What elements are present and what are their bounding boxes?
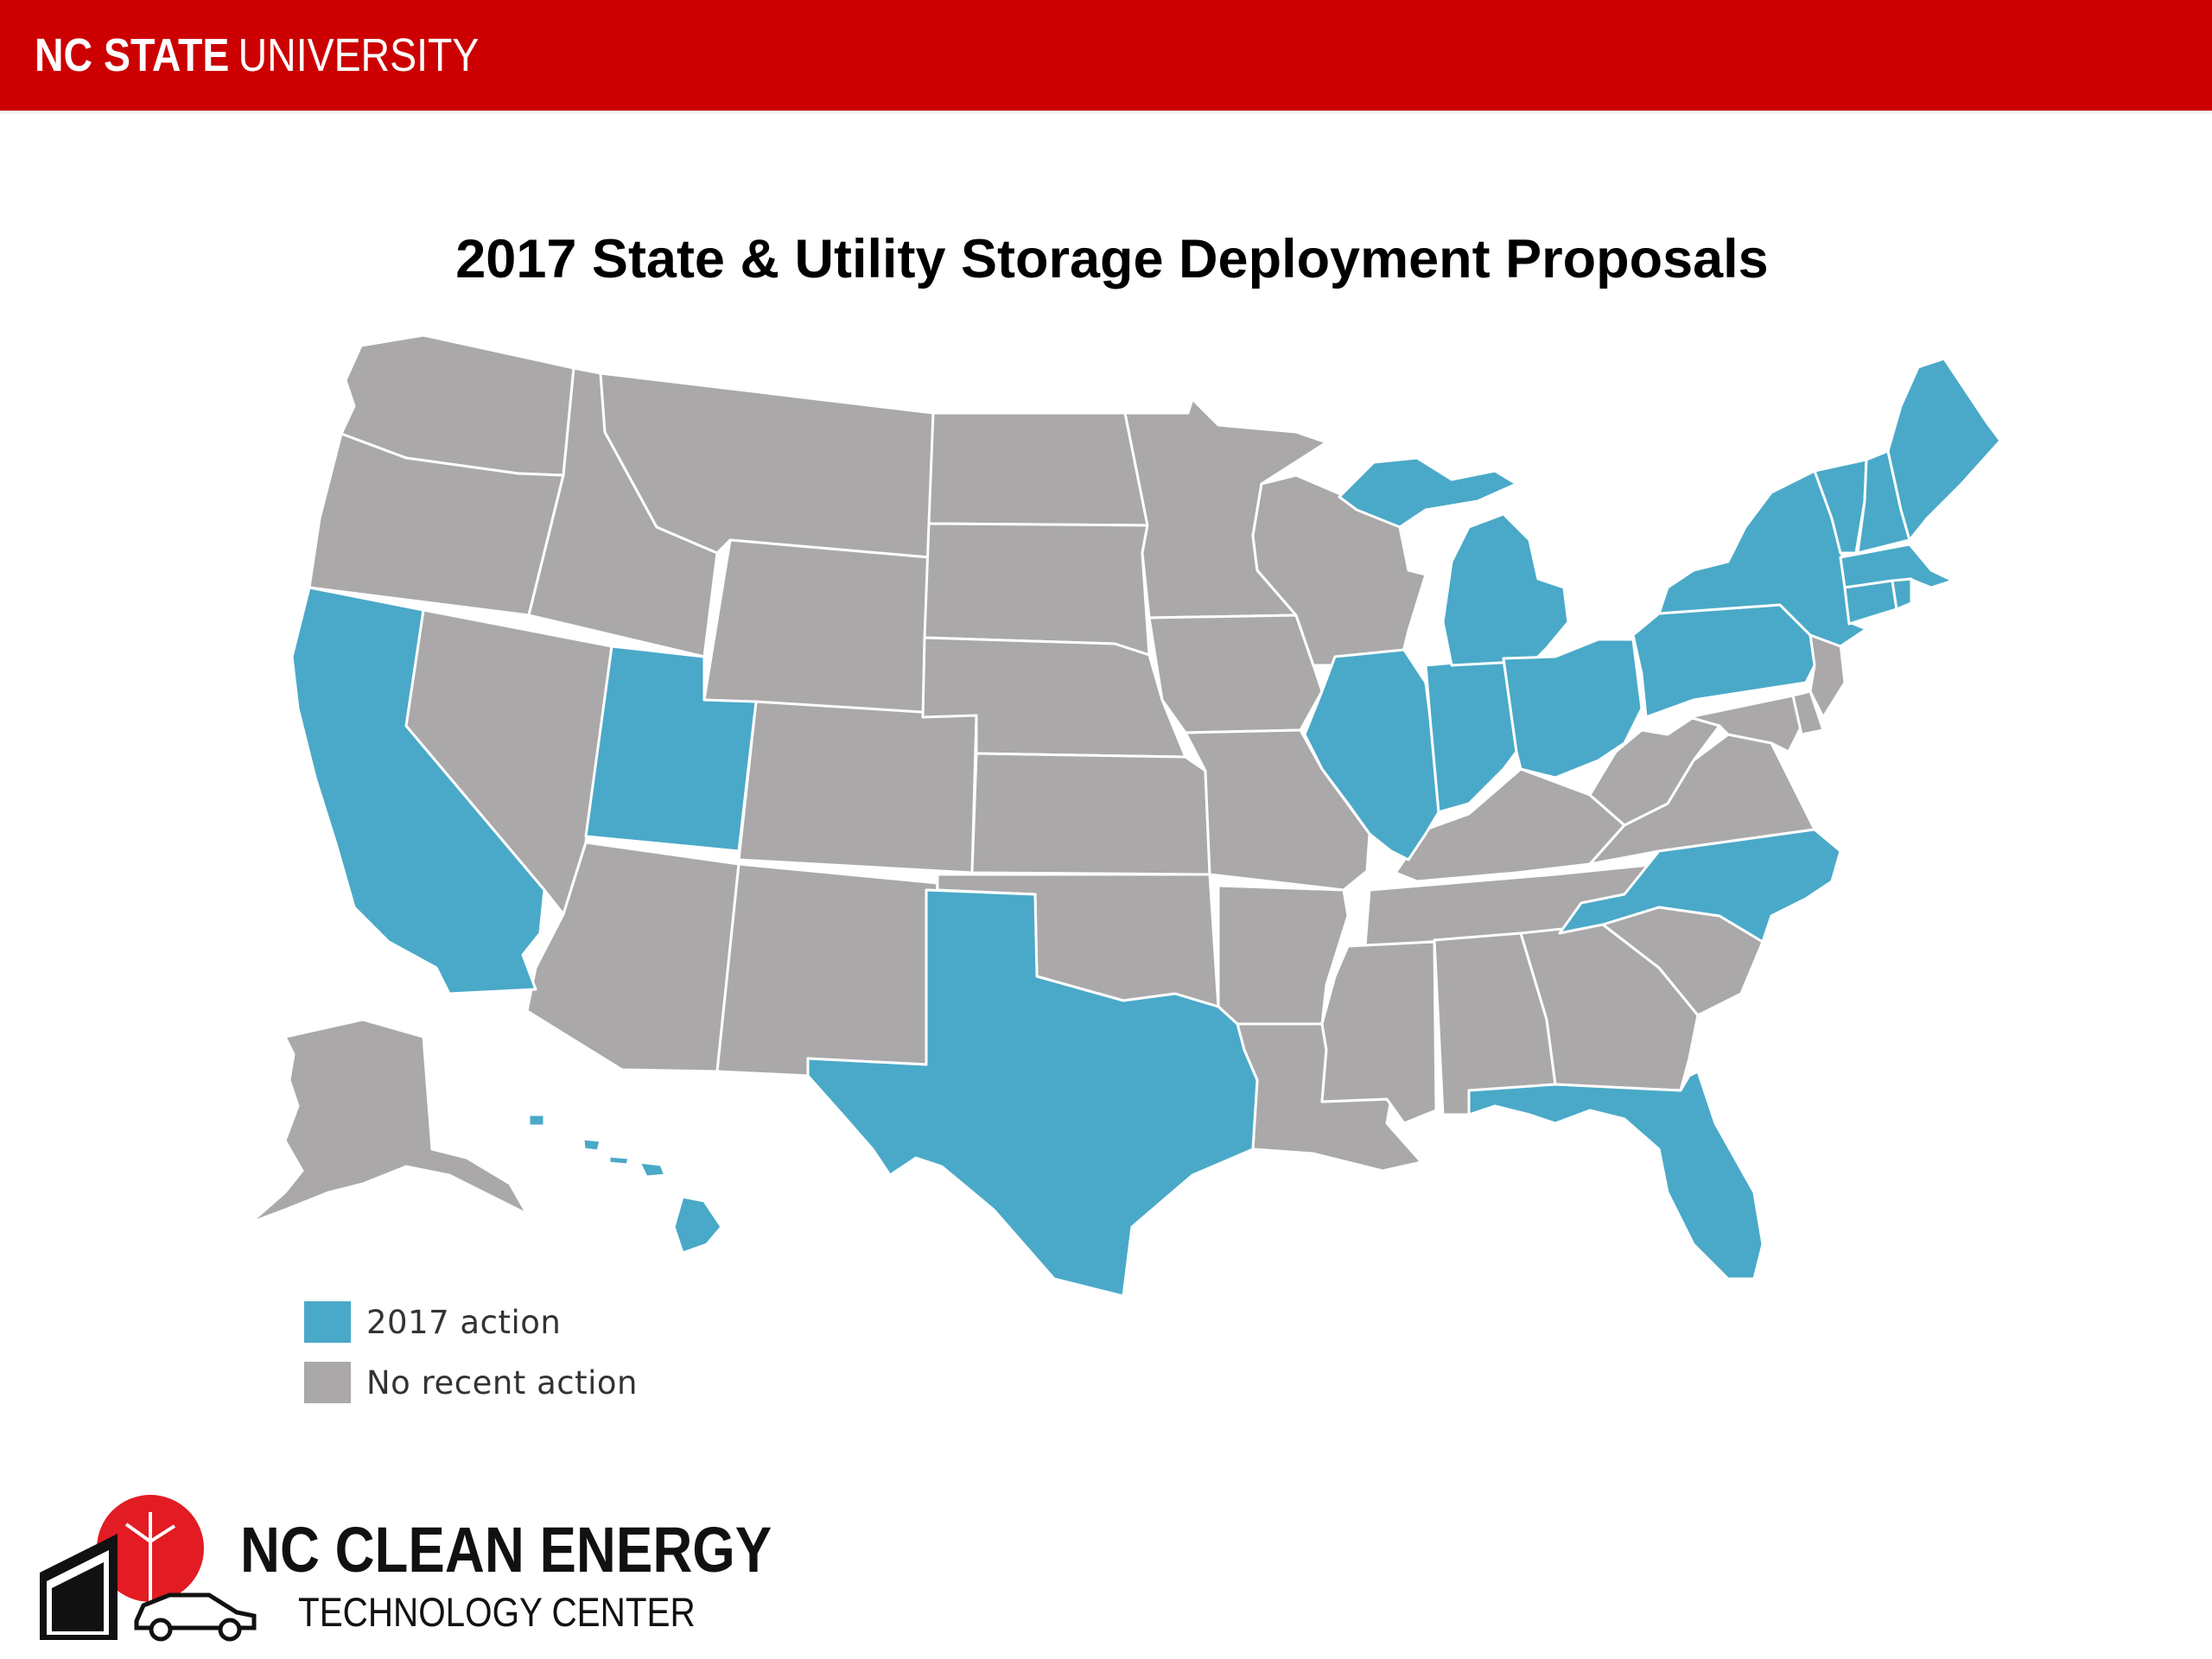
state-utah (584, 645, 758, 853)
state-hawaii-big-island (672, 1195, 723, 1255)
header-bar: NC STATE UNIVERSITY (0, 0, 2212, 111)
state-michigan-upper (1338, 456, 1518, 529)
nc-clean-energy-logo (40, 1495, 257, 1642)
state-texas (806, 888, 1259, 1298)
state-alaska (249, 1018, 529, 1224)
state-wyoming (702, 538, 931, 719)
state-arizona (525, 841, 741, 1073)
state-south-dakota (923, 522, 1151, 657)
state-north-dakota (927, 411, 1149, 527)
state-florida (1467, 1070, 1764, 1281)
state-hawaii-molokai (607, 1154, 631, 1166)
state-michigan-lower (1441, 512, 1570, 667)
state-kansas (970, 752, 1211, 876)
legend-swatch-no-recent-action (304, 1362, 351, 1403)
state-maine (1886, 357, 2002, 542)
legend-item-2017-action: 2017 action (304, 1300, 561, 1344)
state-colorado (737, 700, 978, 874)
wind-turbine-icon (124, 1512, 176, 1607)
state-connecticut (1843, 579, 1898, 626)
brand-bold: NC STATE (35, 29, 230, 81)
state-mississippi (1320, 940, 1438, 1125)
brand-wordmark: NC STATE UNIVERSITY (35, 29, 479, 81)
state-delaware (1791, 690, 1825, 736)
logo-title: NC CLEAN ENERGY (240, 1514, 772, 1586)
state-rhode-island (1891, 577, 1913, 611)
brand-light: UNIVERSITY (238, 29, 480, 81)
state-iowa (1147, 613, 1324, 734)
state-hawaii-oahu (582, 1137, 602, 1153)
state-hawaii-maui (638, 1160, 667, 1179)
state-hawaii-kauai (527, 1113, 546, 1128)
legend-swatch-2017-action (304, 1301, 351, 1343)
legend-label-no-recent-action: No recent action (366, 1363, 638, 1402)
state-ohio (1502, 638, 1643, 779)
legend-label-2017-action: 2017 action (366, 1303, 562, 1341)
state-california (290, 586, 546, 995)
state-new-mexico (715, 862, 939, 1077)
building-icon (40, 1534, 118, 1640)
car-icon (134, 1592, 257, 1642)
map-title: 2017 State & Utility Storage Deployment … (455, 229, 1769, 289)
logo-subtitle: TECHNOLOGY CENTER (298, 1589, 696, 1635)
state-north-carolina (1558, 828, 1842, 944)
legend-item-no-recent-action: No recent action (304, 1360, 638, 1405)
